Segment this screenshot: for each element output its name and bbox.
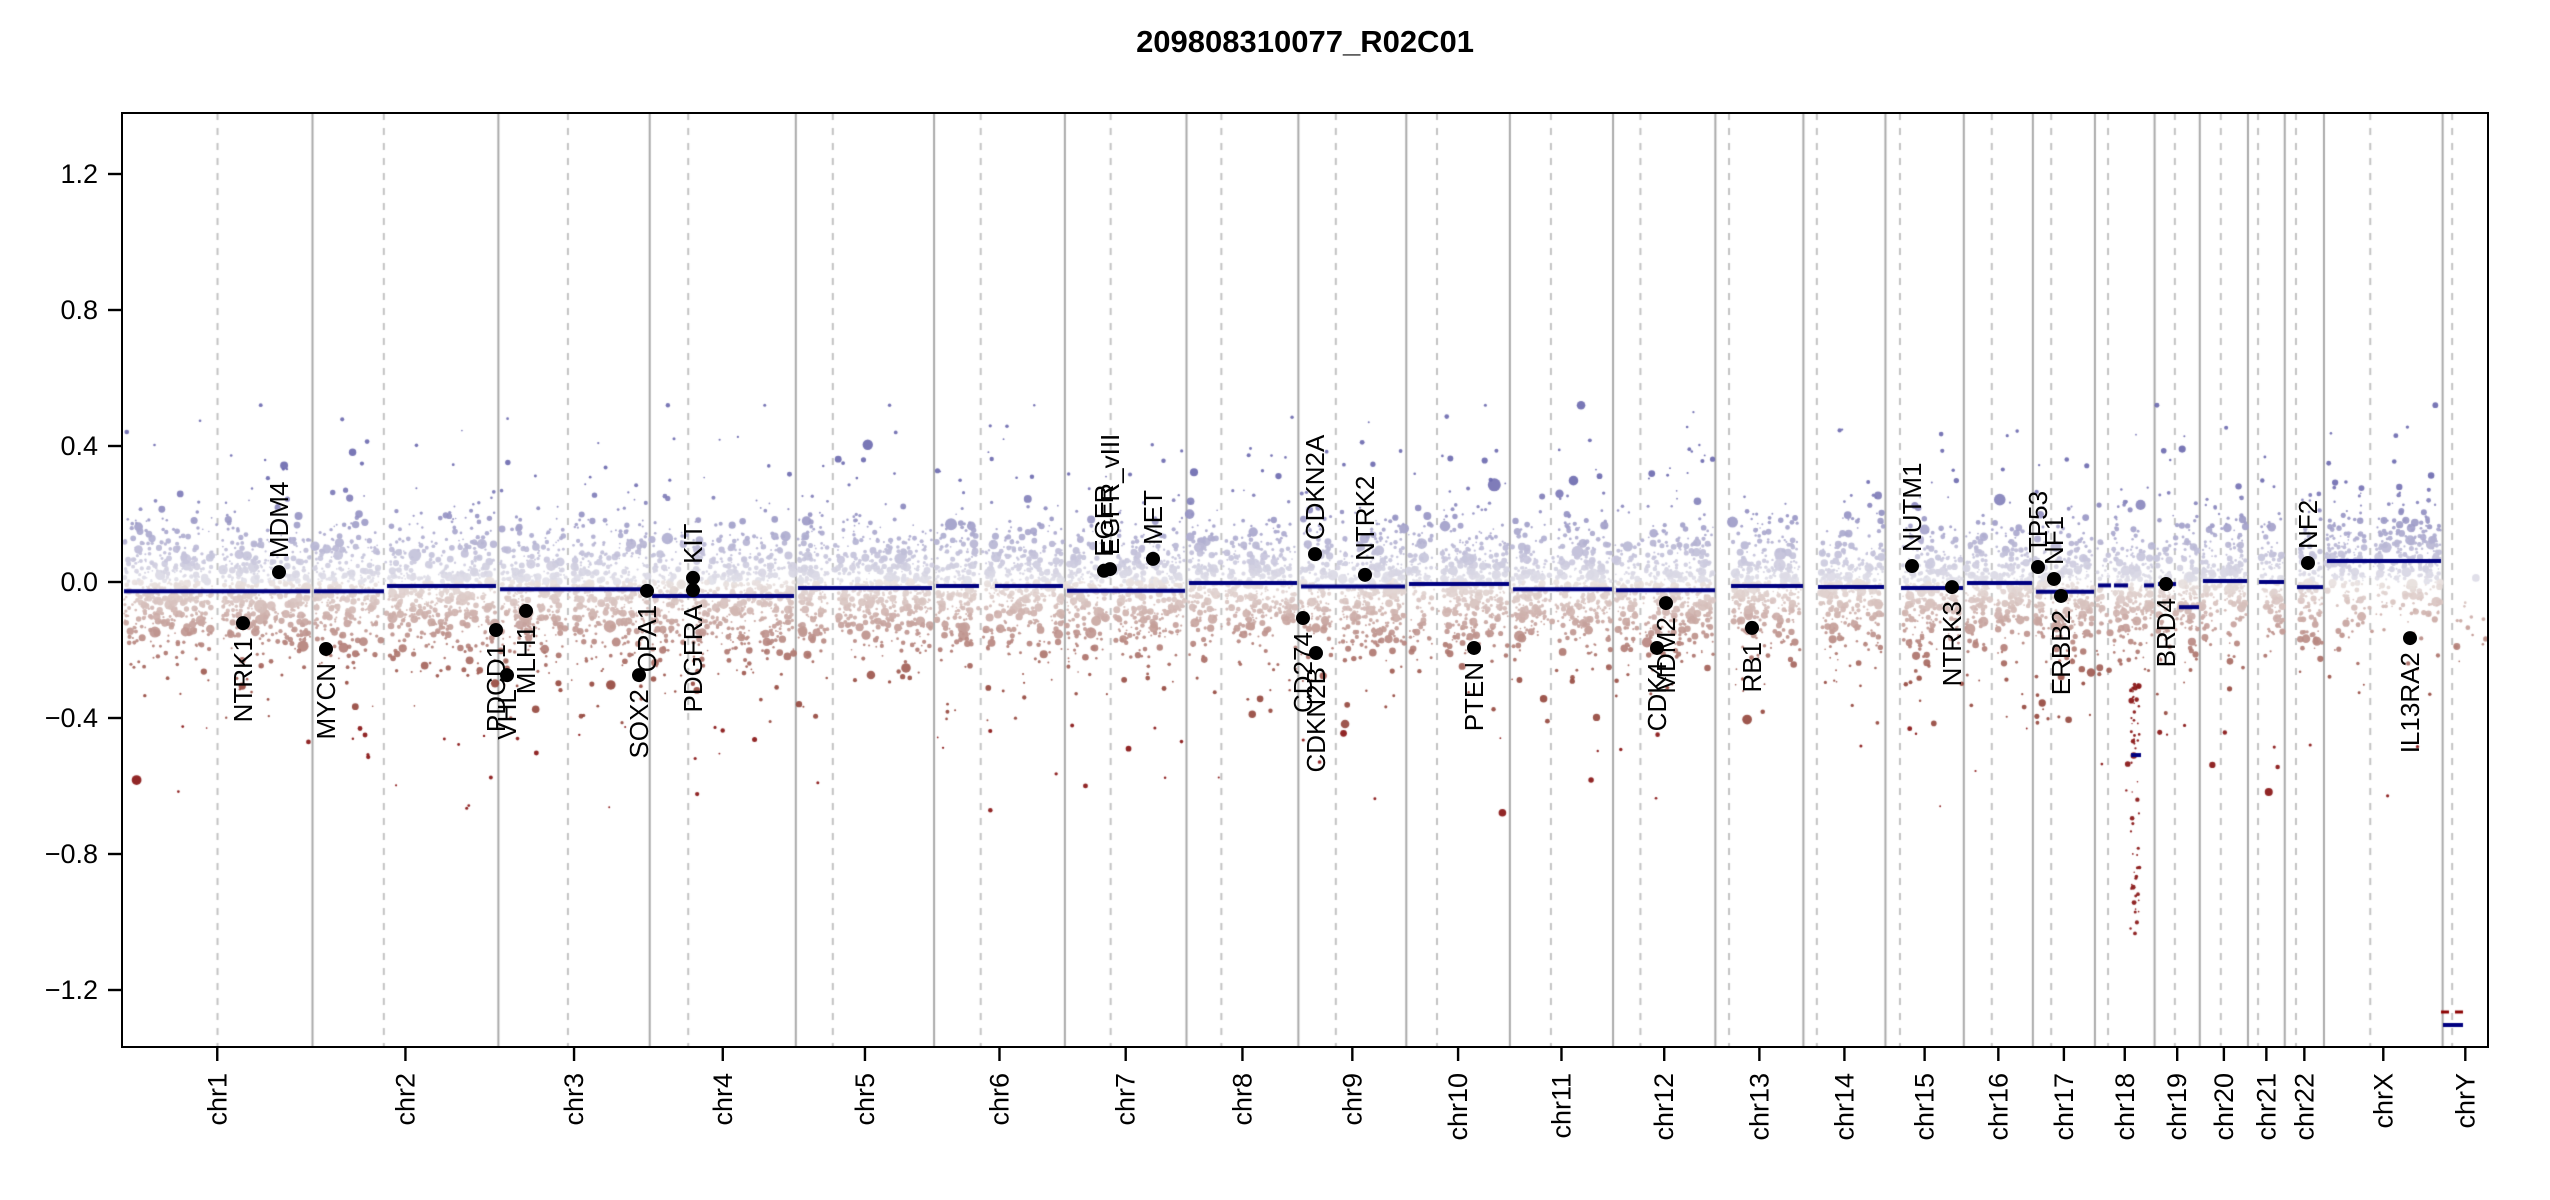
gene-label-CD274: CD274 (1288, 632, 1318, 713)
y-tick-label: −0.4 (45, 703, 98, 733)
gene-label-CDKN2A: CDKN2A (1300, 434, 1330, 540)
gene-marker-OPA1 (640, 583, 654, 598)
gene-marker-EGFR_vIII (1103, 562, 1117, 577)
gene-marker-PDGFRA (686, 583, 700, 598)
gene-marker-RB1 (1745, 620, 1759, 635)
gene-label-ERBB2: ERBB2 (2046, 610, 2076, 695)
gene-label-NF1: NF1 (2039, 516, 2069, 565)
gene-marker-MDM4 (272, 565, 286, 580)
y-tick-label: −0.8 (45, 839, 98, 869)
x-tick-label-chrY: chrY (2450, 1073, 2480, 1129)
x-tick-label-chrX: chrX (2368, 1073, 2398, 1129)
x-tick-label-chr22: chr22 (2289, 1073, 2319, 1141)
gene-marker-CDK4 (1650, 640, 1664, 655)
x-tick-label-chr14: chr14 (1829, 1073, 1859, 1141)
x-tick-label-chr20: chr20 (2209, 1073, 2239, 1141)
gene-marker-IL13RA2 (2403, 631, 2417, 646)
gene-label-MDM4: MDM4 (264, 482, 294, 559)
x-tick-label-chr9: chr9 (1337, 1073, 1367, 1126)
gene-marker-NUTM1 (1905, 559, 1919, 574)
gene-marker-PDCD1 (489, 622, 503, 637)
gene-marker-NF1 (2047, 571, 2061, 586)
gene-marker-SOX2 (632, 668, 646, 683)
x-tick-label-chr21: chr21 (2251, 1073, 2281, 1141)
gene-label-CDKN2B: CDKN2B (1301, 667, 1331, 772)
gene-marker-VHL (500, 668, 514, 683)
gene-marker-PTEN (1467, 640, 1481, 655)
gene-label-PDCD1: PDCD1 (481, 644, 511, 732)
gene-marker-MLH1 (519, 603, 533, 618)
gene-label-NF2: NF2 (2293, 500, 2323, 549)
gene-marker-BRD4 (2159, 577, 2173, 592)
x-tick-label-chr3: chr3 (559, 1073, 589, 1126)
gene-marker-ERBB2 (2054, 588, 2068, 603)
gene-label-NTRK2: NTRK2 (1350, 476, 1380, 561)
gene-label-CDK4: CDK4 (1642, 662, 1672, 731)
gene-marker-CD274 (1296, 611, 1310, 626)
y-tick-label: −1.2 (45, 975, 98, 1005)
gene-label-NTRK1: NTRK1 (228, 637, 258, 722)
gene-label-BRD4: BRD4 (2151, 598, 2181, 667)
gene-label-SOX2: SOX2 (624, 689, 654, 758)
x-tick-label-chr17: chr17 (2049, 1073, 2079, 1141)
gene-label-KIT: KIT (678, 523, 708, 564)
gene-label-RB1: RB1 (1737, 642, 1767, 693)
gene-label-PDGFRA: PDGFRA (678, 604, 708, 713)
gene-marker-NTRK1 (236, 616, 250, 631)
gene-label-OPA1: OPA1 (632, 605, 662, 672)
gene-label-VHL: VHL (492, 689, 522, 740)
x-tick-label-chr13: chr13 (1744, 1073, 1774, 1141)
plot-box (121, 112, 2489, 1048)
gene-marker-CDKN2A (1308, 547, 1322, 562)
x-tick-label-chr10: chr10 (1443, 1073, 1473, 1141)
y-tick-label: 0.0 (60, 567, 98, 597)
x-tick-label-chr18: chr18 (2110, 1073, 2140, 1141)
gene-label-MDM2: MDM2 (1651, 617, 1681, 694)
x-tick-label-chr6: chr6 (984, 1073, 1014, 1126)
gene-label-NUTM1: NUTM1 (1897, 462, 1927, 552)
gene-label-PTEN: PTEN (1459, 662, 1489, 731)
gene-marker-MET (1146, 551, 1160, 566)
x-tick-label-chr7: chr7 (1111, 1073, 1141, 1126)
x-tick-label-chr12: chr12 (1649, 1073, 1679, 1141)
gene-label-MLH1: MLH1 (511, 625, 541, 694)
gene-marker-KIT (686, 570, 700, 585)
x-tick-label-chr1: chr1 (202, 1073, 232, 1126)
gene-marker-NF2 (2301, 555, 2315, 570)
gene-label-MYCN: MYCN (311, 663, 341, 740)
gene-label-IL13RA2: IL13RA2 (2395, 652, 2425, 753)
gene-marker-NTRK3 (1945, 580, 1959, 595)
gene-marker-TP53 (2031, 560, 2045, 575)
y-tick-label: 1.2 (60, 159, 98, 189)
y-tick-label: 0.8 (60, 295, 98, 325)
gene-marker-CDKN2B (1309, 646, 1323, 661)
x-tick-label-chr19: chr19 (2162, 1073, 2192, 1141)
gene-marker-MYCN (319, 641, 333, 656)
gene-label-EGFR: EGFR (1089, 485, 1119, 557)
gene-label-NTRK3: NTRK3 (1937, 601, 1967, 686)
x-tick-label-chr11: chr11 (1546, 1073, 1576, 1139)
x-tick-label-chr2: chr2 (390, 1073, 420, 1126)
x-tick-label-chr16: chr16 (1983, 1073, 2013, 1141)
gene-label-EGFR_vIII: EGFR_vIII (1095, 434, 1125, 555)
x-tick-label-chr8: chr8 (1227, 1073, 1257, 1126)
x-tick-label-chr5: chr5 (850, 1073, 880, 1126)
y-tick-label: 0.4 (60, 431, 98, 461)
gene-label-TP53: TP53 (2023, 491, 2053, 553)
gene-label-MET: MET (1138, 490, 1168, 545)
x-tick-label-chr4: chr4 (708, 1073, 738, 1126)
gene-marker-MDM2 (1659, 596, 1673, 611)
gene-marker-NTRK2 (1358, 567, 1372, 582)
x-tick-label-chr15: chr15 (1910, 1073, 1940, 1141)
